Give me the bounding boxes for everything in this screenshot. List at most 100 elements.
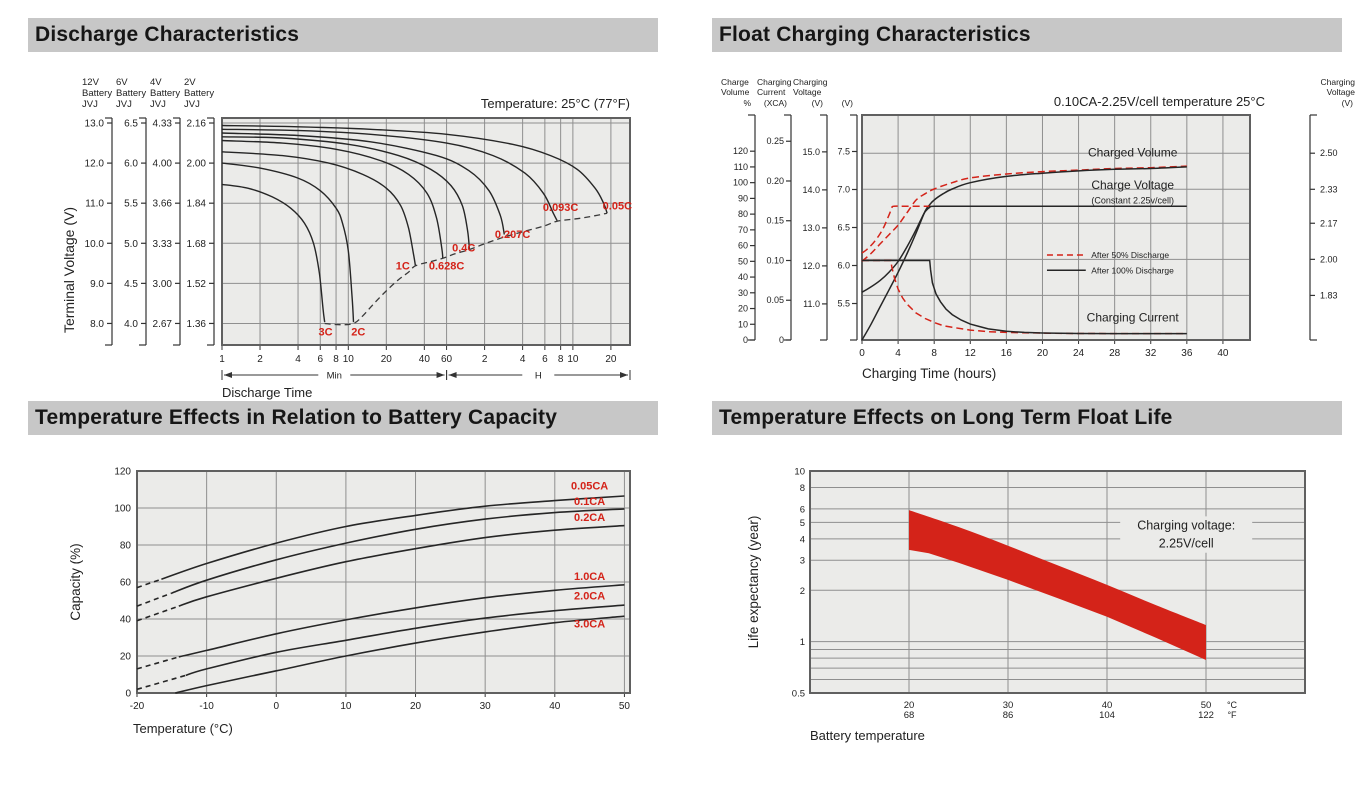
svg-text:Charged Volume: Charged Volume [1088, 146, 1178, 160]
svg-text:110: 110 [734, 162, 748, 172]
svg-text:JVJ: JVJ [82, 99, 98, 110]
svg-text:Voltage: Voltage [1327, 87, 1356, 97]
svg-text:°C: °C [1227, 700, 1238, 710]
svg-text:11.0: 11.0 [85, 199, 104, 210]
svg-text:0: 0 [743, 335, 748, 345]
svg-text:4V: 4V [150, 77, 162, 88]
svg-text:0.10: 0.10 [766, 255, 784, 265]
svg-text:2.0CA: 2.0CA [574, 591, 605, 603]
svg-text:0: 0 [779, 335, 784, 345]
svg-text:Min: Min [327, 371, 342, 382]
svg-text:4.0: 4.0 [124, 319, 138, 330]
svg-text:1.0CA: 1.0CA [574, 571, 605, 583]
svg-text:12.0: 12.0 [85, 159, 105, 170]
svg-text:(V): (V) [842, 98, 854, 108]
svg-text:3.33: 3.33 [153, 239, 173, 250]
svg-text:120: 120 [114, 467, 131, 478]
svg-text:Charging Current: Charging Current [1087, 311, 1180, 325]
svg-text:20: 20 [605, 354, 617, 365]
svg-text:60: 60 [441, 354, 453, 365]
svg-text:0.4C: 0.4C [452, 242, 475, 254]
svg-text:3: 3 [800, 556, 805, 567]
svg-text:20: 20 [381, 354, 393, 365]
svg-text:8: 8 [931, 348, 937, 359]
svg-text:(V): (V) [812, 98, 824, 108]
svg-text:0.15: 0.15 [766, 216, 784, 226]
svg-text:120: 120 [733, 146, 748, 156]
svg-text:Battery temperature: Battery temperature [810, 728, 925, 743]
svg-text:30: 30 [738, 288, 748, 298]
float-charging-chart-area: Charged Volume Charge Voltage (Constant 2.… [712, 75, 1355, 385]
svg-text:JVJ: JVJ [184, 99, 200, 110]
svg-text:Battery: Battery [184, 88, 214, 99]
svg-text:50: 50 [738, 256, 748, 266]
svg-text:Battery: Battery [150, 88, 180, 99]
svg-text:4: 4 [895, 348, 901, 359]
discharge-chart-area: 3C 2C 1C 0.628C 0.4C 0.207C 0.093C 0.05C 1 2 4 6 8 10… [28, 75, 658, 405]
float-life-chart: Charging voltage:2.25V/cell1086543210.52… [746, 467, 1306, 743]
svg-text:Charging Time (hours): Charging Time (hours) [862, 366, 996, 381]
svg-text:0.10CA-2.25V/cell temperature: 0.10CA-2.25V/cell temperature 25°C [1054, 94, 1265, 109]
section-title: Temperature Effects on Long Term Float L… [719, 406, 1173, 429]
svg-text:3.0CA: 3.0CA [574, 618, 605, 630]
svg-text:Capacity (%): Capacity (%) [68, 543, 83, 620]
svg-text:0.628C: 0.628C [429, 261, 465, 273]
svg-text:JVJ: JVJ [150, 99, 166, 110]
svg-text:40: 40 [1217, 348, 1229, 359]
svg-text:(V): (V) [1342, 98, 1354, 108]
svg-text:2C: 2C [351, 326, 365, 338]
svg-text:10: 10 [567, 354, 579, 365]
svg-text:0.1CA: 0.1CA [574, 496, 605, 508]
svg-text:4: 4 [295, 354, 301, 365]
svg-text:(Constant 2.25v/cell): (Constant 2.25v/cell) [1091, 195, 1174, 205]
svg-text:5.0: 5.0 [124, 239, 138, 250]
section-title: Temperature Effects in Relation to Batte… [35, 406, 558, 429]
svg-text:4: 4 [520, 354, 526, 365]
svg-text:68: 68 [904, 710, 915, 721]
svg-text:60: 60 [738, 241, 748, 251]
svg-text:0: 0 [859, 348, 865, 359]
section-header-discharge: Discharge Characteristics [28, 18, 658, 52]
svg-text:(XCA): (XCA) [764, 98, 787, 108]
svg-text:40: 40 [738, 272, 748, 282]
svg-text:After 100% Discharge: After 100% Discharge [1091, 265, 1174, 275]
svg-text:2.67: 2.67 [153, 319, 173, 330]
svg-text:1.36: 1.36 [187, 319, 207, 330]
svg-text:20: 20 [1037, 348, 1049, 359]
svg-text:2.17: 2.17 [1320, 218, 1338, 228]
svg-text:JVJ: JVJ [116, 99, 132, 110]
svg-text:4: 4 [800, 534, 805, 545]
svg-text:°F: °F [1227, 710, 1237, 720]
svg-text:104: 104 [1099, 710, 1115, 721]
svg-text:Temperature (°C): Temperature (°C) [133, 721, 233, 736]
svg-text:10: 10 [738, 319, 748, 329]
svg-text:5: 5 [800, 518, 805, 529]
svg-text:50: 50 [1201, 700, 1212, 711]
svg-text:3.00: 3.00 [153, 279, 173, 290]
svg-text:6.0: 6.0 [837, 261, 850, 271]
svg-text:28: 28 [1109, 348, 1121, 359]
svg-text:80: 80 [120, 541, 132, 552]
section-title: Float Charging Characteristics [719, 23, 1031, 46]
panel-temperature-capacity: Temperature Effects in Relation to Batte… [28, 401, 658, 748]
svg-text:0.05C: 0.05C [603, 200, 632, 212]
svg-text:8: 8 [333, 354, 339, 365]
svg-text:Current: Current [757, 87, 786, 97]
svg-text:0.5: 0.5 [792, 689, 805, 700]
svg-text:1.83: 1.83 [1320, 290, 1338, 300]
svg-text:7.5: 7.5 [837, 146, 850, 156]
svg-text:90: 90 [738, 193, 748, 203]
svg-text:6V: 6V [116, 77, 128, 88]
svg-text:5.5: 5.5 [124, 199, 138, 210]
svg-text:Charging voltage:: Charging voltage: [1137, 518, 1235, 532]
svg-text:5.5: 5.5 [837, 299, 850, 309]
svg-text:100: 100 [733, 178, 748, 188]
svg-text:4.5: 4.5 [124, 279, 138, 290]
svg-text:16: 16 [1001, 348, 1013, 359]
float-life-chart-area: Charging voltage: 2.25V/cell 10 8 6 5 4 3 2 1 0.5 2… [712, 458, 1342, 748]
svg-text:Battery: Battery [116, 88, 146, 99]
svg-text:122: 122 [1198, 710, 1214, 721]
panel-float-life: Temperature Effects on Long Term Float L… [712, 401, 1342, 748]
svg-text:10: 10 [794, 467, 805, 478]
